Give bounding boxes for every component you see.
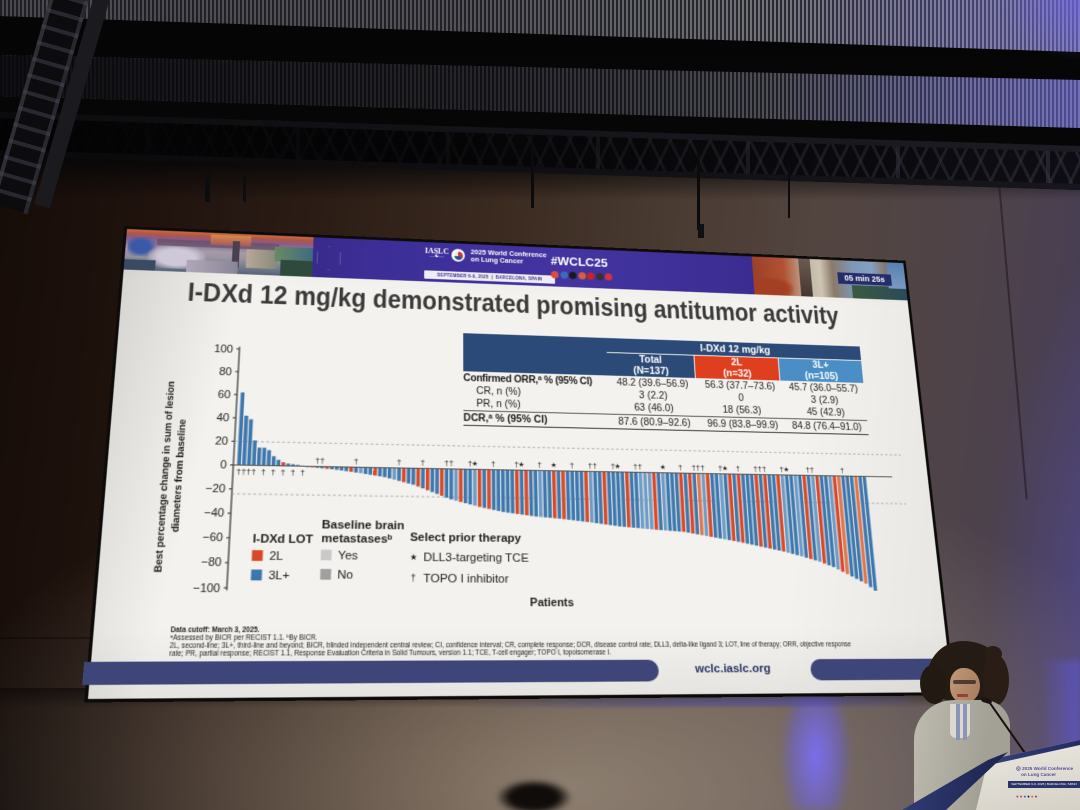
svg-text:★: ★: [410, 552, 418, 562]
svg-text:†: †: [320, 456, 325, 466]
svg-text:†: †: [678, 463, 683, 472]
svg-text:†: †: [241, 467, 246, 477]
svg-text:†: †: [271, 467, 276, 477]
svg-text:†: †: [421, 458, 426, 467]
svg-text:†: †: [810, 465, 815, 474]
svg-text:★: ★: [659, 464, 665, 471]
svg-text:metastasesᵇ: metastasesᵇ: [321, 532, 393, 546]
svg-text:3L+: 3L+: [268, 569, 290, 582]
svg-text:Yes: Yes: [338, 550, 359, 563]
svg-text:−80: −80: [201, 556, 222, 570]
svg-text:†: †: [735, 464, 740, 473]
svg-text:Baseline brain: Baseline brain: [322, 519, 405, 533]
svg-text:†: †: [514, 459, 519, 468]
svg-text:†: †: [691, 463, 696, 472]
svg-text:−100: −100: [192, 581, 220, 595]
svg-text:†: †: [762, 464, 767, 473]
svg-text:0: 0: [220, 459, 227, 472]
svg-text:†: †: [588, 461, 593, 470]
svg-text:†: †: [570, 460, 575, 469]
svg-text:†: †: [638, 462, 643, 471]
svg-text:†: †: [300, 468, 305, 478]
svg-text:★: ★: [551, 462, 557, 469]
svg-text:−20: −20: [205, 483, 226, 496]
svg-text:†: †: [354, 456, 359, 465]
svg-text:†: †: [779, 464, 784, 473]
svg-text:†: †: [246, 467, 251, 477]
svg-text:†: †: [411, 572, 417, 583]
svg-text:†: †: [491, 459, 496, 468]
svg-text:I-DXd LOT: I-DXd LOT: [252, 533, 313, 547]
svg-text:Select prior therapy: Select prior therapy: [410, 531, 522, 545]
svg-text:−60: −60: [202, 531, 223, 544]
svg-text:†: †: [700, 463, 705, 472]
svg-text:†: †: [696, 463, 701, 472]
svg-text:−40: −40: [204, 507, 225, 520]
svg-text:★: ★: [472, 461, 478, 468]
svg-text:†: †: [757, 464, 762, 473]
svg-text:†: †: [290, 468, 295, 478]
svg-text:†: †: [633, 462, 638, 471]
svg-text:100: 100: [214, 343, 234, 356]
svg-text:No: No: [337, 569, 353, 582]
svg-text:†: †: [537, 460, 542, 469]
svg-text:2L: 2L: [269, 550, 283, 563]
svg-text:†: †: [592, 461, 597, 470]
svg-text:†: †: [718, 463, 723, 472]
svg-text:†: †: [444, 458, 449, 467]
svg-text:†: †: [753, 464, 758, 473]
svg-text:★: ★: [783, 467, 789, 474]
svg-text:†: †: [805, 465, 810, 474]
svg-text:Patients: Patients: [530, 596, 574, 609]
svg-text:†: †: [236, 467, 241, 477]
svg-text:40: 40: [216, 412, 230, 425]
svg-text:†: †: [261, 467, 266, 477]
svg-text:†: †: [315, 456, 320, 466]
svg-text:60: 60: [217, 388, 231, 401]
svg-text:80: 80: [219, 366, 233, 379]
svg-text:†: †: [397, 457, 402, 466]
svg-text:†: †: [840, 466, 845, 475]
svg-text:★: ★: [722, 465, 728, 472]
svg-text:†: †: [611, 461, 616, 470]
svg-text:TOPO I inhibitor: TOPO I inhibitor: [423, 572, 509, 586]
svg-text:†: †: [251, 467, 256, 477]
svg-text:†: †: [468, 458, 473, 467]
svg-text:DLL3-targeting TCE: DLL3-targeting TCE: [423, 551, 528, 565]
svg-text:★: ★: [614, 463, 620, 470]
svg-text:★: ★: [518, 461, 524, 468]
svg-text:†: †: [280, 468, 285, 478]
svg-text:20: 20: [215, 435, 229, 448]
svg-text:†: †: [449, 458, 454, 467]
